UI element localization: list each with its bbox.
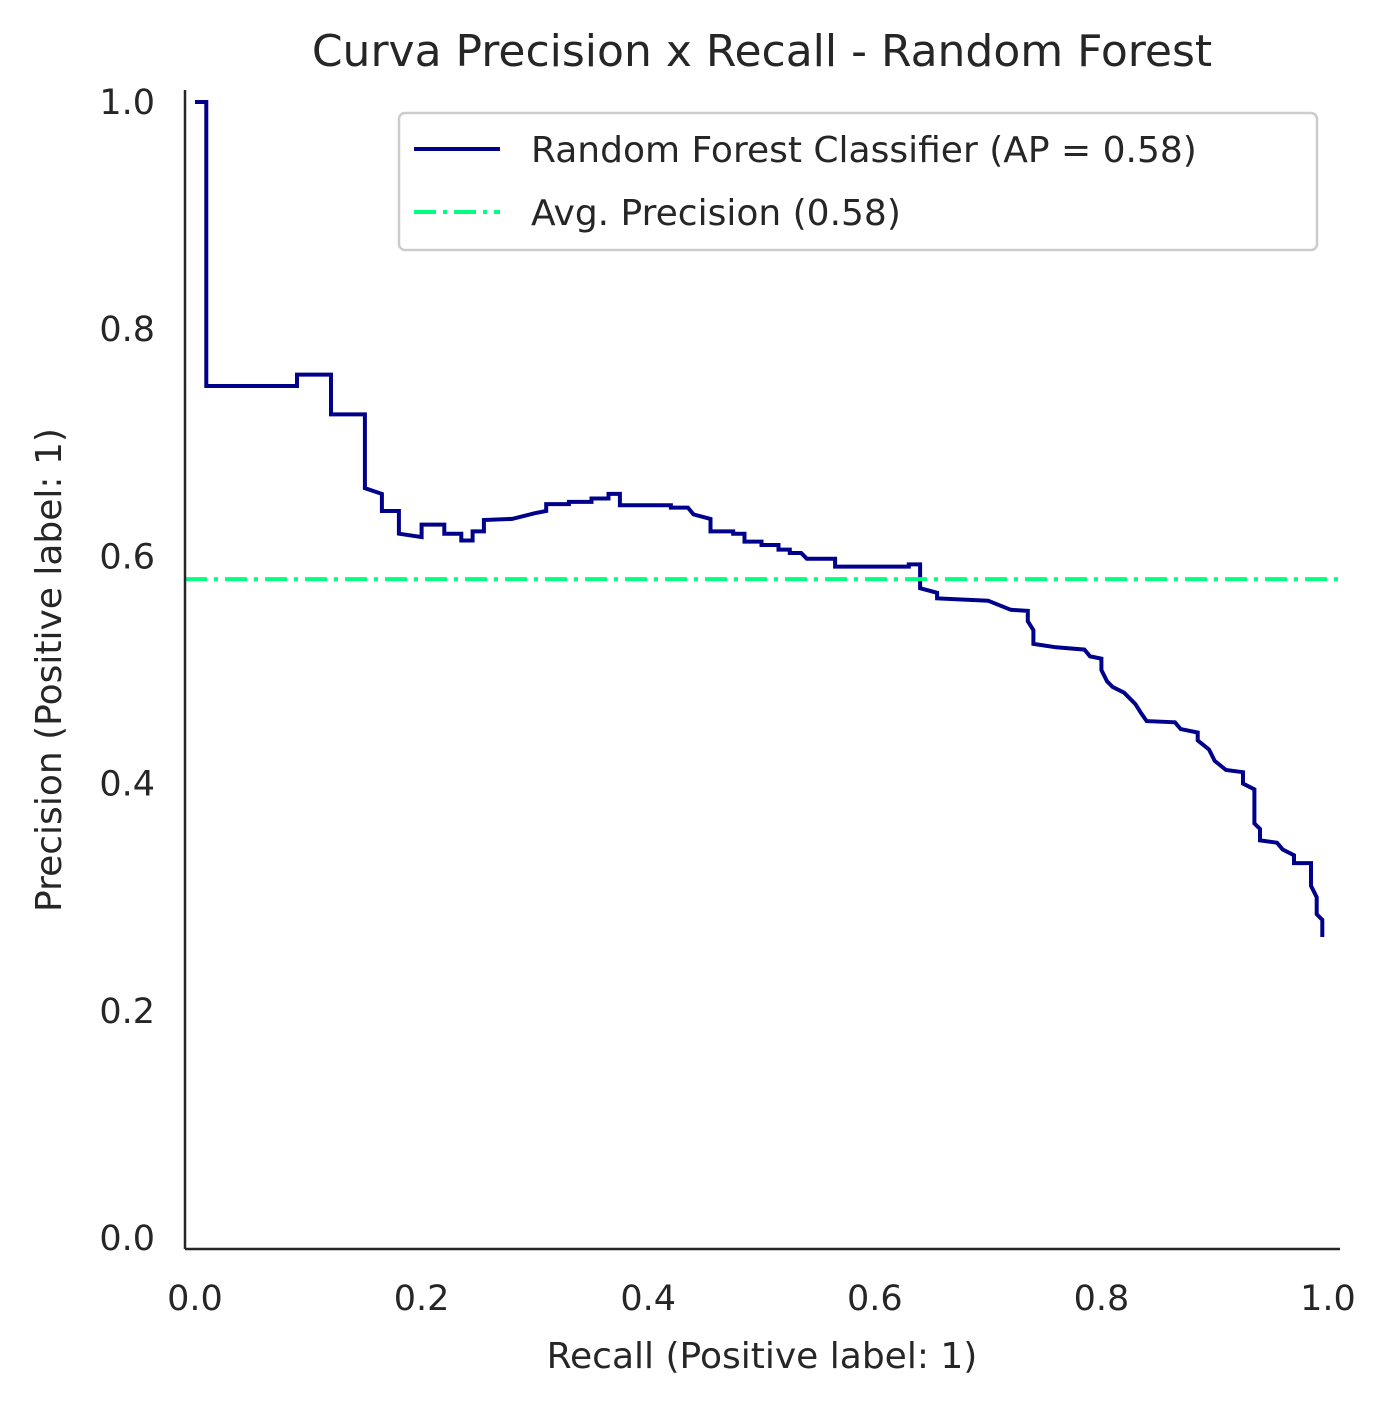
legend-label-random-forest: Random Forest Classifier (AP = 0.58): [531, 130, 1197, 171]
y-tick-label: 0.4: [99, 765, 155, 805]
y-tick-label: 1.0: [99, 83, 155, 123]
plot-area: 0.0 0.2 0.4 0.6 0.8 1.0 0.0 0.2 0.4 0.6 0.8 1.0: [99, 83, 1356, 1319]
x-axis-ticks: 0.0 0.2 0.4 0.6 0.8 1.0: [167, 1279, 1356, 1319]
y-tick-label: 0.8: [99, 310, 155, 350]
y-tick-label: 0.2: [99, 992, 155, 1032]
series-line-0: [195, 100, 1325, 937]
chart-title: Curva Precision x Recall - Random Forest: [312, 26, 1212, 77]
x-tick-label: 0.6: [847, 1279, 903, 1319]
x-tick-label: 0.4: [620, 1279, 676, 1319]
x-tick-label: 0.0: [167, 1279, 223, 1319]
x-axis-label: Recall (Positive label: 1): [547, 1336, 978, 1377]
x-tick-label: 1.0: [1300, 1279, 1356, 1319]
y-axis-ticks: 0.0 0.2 0.4 0.6 0.8 1.0: [99, 83, 155, 1259]
legend-label-avg-precision: Avg. Precision (0.58): [531, 193, 901, 234]
legend: Random Forest Classifier (AP = 0.58) Avg…: [397, 111, 1319, 252]
y-axis-label: Precision (Positive label: 1): [29, 428, 70, 912]
legend-box: [397, 111, 1319, 252]
x-tick-label: 0.8: [1074, 1279, 1130, 1319]
x-tick-label: 0.2: [394, 1279, 450, 1319]
y-tick-label: 0.6: [99, 537, 155, 577]
y-tick-label: 0.0: [99, 1219, 155, 1259]
series-layer: [185, 100, 1340, 937]
